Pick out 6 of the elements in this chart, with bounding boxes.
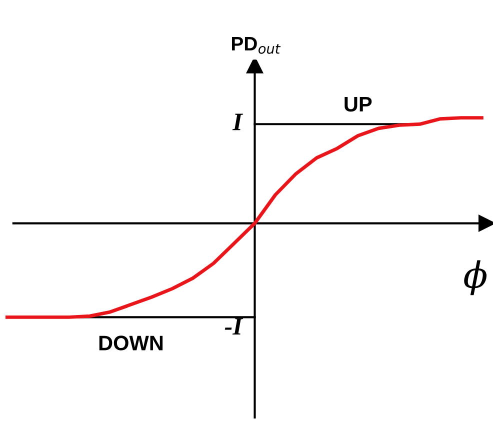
x-axis-title: ϕ bbox=[464, 260, 487, 296]
ref-line-label: I bbox=[232, 114, 244, 130]
ref-line-label: -I bbox=[224, 318, 244, 335]
text: UP bbox=[344, 97, 372, 112]
y-axis-title: PD$_{out}$ bbox=[232, 37, 281, 54]
text: DOWN bbox=[99, 336, 163, 350]
